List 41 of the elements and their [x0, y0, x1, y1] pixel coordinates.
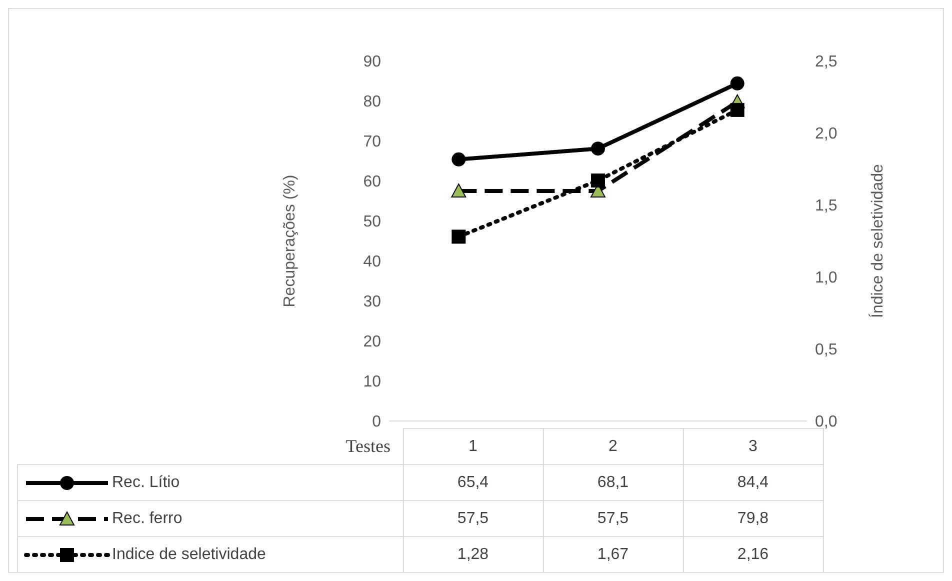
data-label: 1,67 — [543, 536, 683, 572]
legend-label: Indice de seletividade — [18, 536, 403, 572]
x-axis-title: Testes — [346, 436, 390, 456]
y-tick-label: 30 — [363, 294, 382, 311]
y-tick-label: 50 — [363, 214, 382, 231]
x-tick-label: 2 — [543, 428, 683, 464]
y2-tick-label: 1,0 — [815, 270, 838, 287]
y-tick-label: 90 — [363, 54, 382, 71]
point — [730, 102, 744, 117]
y2-tick-label: 0,5 — [815, 342, 838, 359]
y-tick-label: 80 — [363, 94, 382, 111]
x-tick-label: 1 — [403, 428, 543, 464]
data-label: 1,28 — [403, 536, 543, 572]
y-tick-label: 40 — [363, 254, 382, 271]
data-label: 57,5 — [403, 500, 543, 536]
point — [451, 184, 466, 198]
data-label: 84,4 — [683, 464, 823, 500]
data-label: 65,4 — [403, 464, 543, 500]
y2-tick-label: 2,5 — [815, 54, 838, 71]
point — [452, 230, 466, 244]
y-tick-label: 10 — [363, 374, 382, 391]
y-axis-title: Recuperações (%) — [282, 174, 299, 308]
data-label: 57,5 — [543, 500, 683, 536]
y-tick-label: 60 — [363, 174, 382, 191]
y2-tick-label: 2,0 — [815, 126, 838, 143]
y2-tick-label: 0,0 — [815, 414, 838, 431]
y-tick-label: 70 — [363, 134, 382, 151]
y2-axis-title: Índice de seletividade — [868, 164, 887, 318]
y2-tick-label: 1,5 — [815, 198, 838, 215]
point — [591, 174, 605, 188]
y-tick-label: 20 — [363, 334, 382, 351]
legend-label: Rec. ferro — [18, 500, 403, 536]
y-tick-label: 0 — [372, 414, 382, 431]
point — [730, 76, 744, 90]
data-label: 68,1 — [543, 464, 683, 500]
point — [452, 152, 466, 166]
point — [591, 142, 605, 156]
x-tick-label: 3 — [748, 438, 758, 454]
legend-label: Rec. Lítio — [18, 464, 403, 500]
data-label: 2,16 — [683, 536, 823, 572]
data-label: 79,8 — [683, 500, 823, 536]
